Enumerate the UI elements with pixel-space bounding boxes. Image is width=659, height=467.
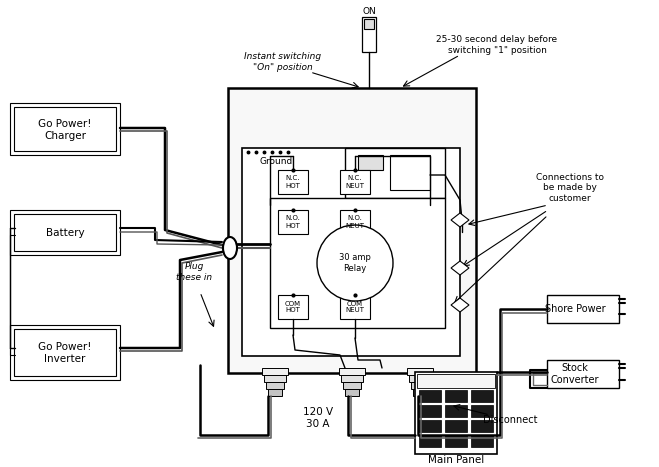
Bar [14,107,116,151]
Text: COM
NEUT: COM NEUT [345,300,364,313]
Bar [278,295,308,319]
Bar [417,374,495,388]
Bar [471,420,493,432]
Bar [419,420,441,432]
Bar [345,148,445,198]
Bar [445,405,467,417]
Bar [228,88,476,373]
Ellipse shape [223,237,237,259]
Text: Go Power!
Inverter: Go Power! Inverter [38,342,92,364]
Bar [413,389,427,396]
Bar [471,390,493,402]
Bar [264,375,286,382]
Bar [14,329,116,376]
Bar [278,210,308,234]
Text: Shore Power: Shore Power [545,304,606,314]
Polygon shape [451,298,469,312]
Bar [340,295,370,319]
Circle shape [317,225,393,301]
Text: 30 amp
Relay: 30 amp Relay [339,253,371,273]
Bar [419,405,441,417]
Bar [340,170,370,194]
Polygon shape [451,213,469,227]
Text: N.O.
NEUT: N.O. NEUT [345,215,364,228]
Text: Main Panel: Main Panel [428,455,484,465]
Bar [445,390,467,402]
Bar [345,389,359,396]
Bar [341,375,363,382]
Bar [445,435,467,447]
Bar [471,405,493,417]
Bar [278,170,308,194]
Bar [266,382,284,389]
Bar [362,17,376,52]
Bar [339,368,365,375]
Text: Connections to
be made by
customer: Connections to be made by customer [536,173,604,203]
Text: Instant switching
"On" position: Instant switching "On" position [244,52,322,72]
Bar [242,148,460,356]
Bar [10,325,120,380]
Bar [14,214,116,251]
Text: Ground: Ground [260,157,293,167]
Bar [10,210,120,255]
Bar [419,390,441,402]
Text: N.C.
HOT: N.C. HOT [285,176,301,189]
Bar [445,420,467,432]
Bar [411,382,429,389]
Bar [10,103,120,155]
Text: Go Power!
Charger: Go Power! Charger [38,119,92,141]
Bar [407,368,433,375]
Bar [390,155,430,190]
Text: N.C.
NEUT: N.C. NEUT [345,176,364,189]
Text: Battery: Battery [45,228,84,238]
Text: N.O.
HOT: N.O. HOT [285,215,301,228]
Bar [364,19,374,29]
Bar [343,382,361,389]
Bar [262,368,288,375]
Bar [415,372,497,454]
Text: 120 V
30 A: 120 V 30 A [303,407,333,429]
Bar [547,360,619,388]
Text: COM
HOT: COM HOT [285,300,301,313]
Bar [270,198,445,328]
Bar [471,435,493,447]
Text: Stock
Converter: Stock Converter [551,363,599,385]
Bar [358,155,383,170]
Bar [419,435,441,447]
Text: ON: ON [362,7,376,16]
Text: 25-30 second delay before
switching "1" position: 25-30 second delay before switching "1" … [436,35,558,55]
Bar [547,295,619,323]
Bar [268,389,282,396]
Polygon shape [451,261,469,275]
Bar [409,375,431,382]
Bar [340,210,370,234]
Text: Plug
these in: Plug these in [176,262,212,282]
Text: Disconnect: Disconnect [483,415,537,425]
